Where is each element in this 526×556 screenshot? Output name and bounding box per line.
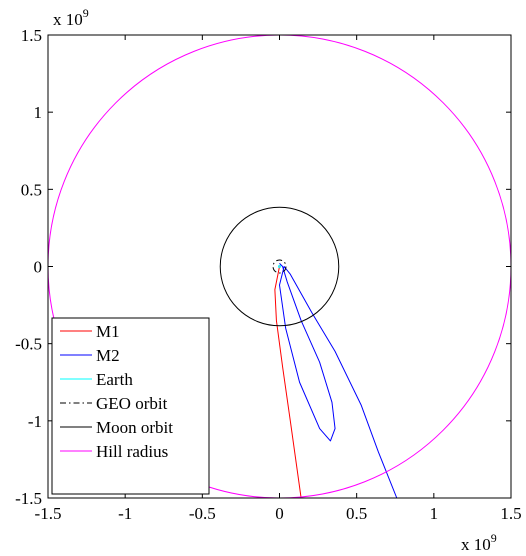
- data-layer: [48, 35, 511, 498]
- y-tick-label: 1: [34, 103, 43, 122]
- x-tick-label: 1.5: [500, 504, 521, 523]
- legend-label-moon-orbit: Moon orbit: [96, 418, 173, 437]
- x-tick-label: -0.5: [189, 504, 216, 523]
- x-multiplier-label: x 109: [461, 531, 497, 554]
- series-m2: [279, 263, 398, 498]
- legend-box: [51, 317, 210, 495]
- legend-label-earth: Earth: [96, 370, 133, 389]
- x-tick-label: 0.5: [346, 504, 367, 523]
- tick-layer: -1.5 -1 -0.5 0 0.5 1 1.5 -1.5 -1 -0.5 0 0.5 1 1.5: [15, 26, 522, 523]
- series-earth: [278, 265, 281, 268]
- x-multiplier-base: x 10: [461, 535, 491, 554]
- y-multiplier-label: x 109: [53, 6, 89, 29]
- legend-label-m1: M1: [96, 322, 120, 341]
- y-tick-label: 1.5: [21, 26, 42, 45]
- y-multiplier-base: x 10: [53, 10, 83, 29]
- series-geo-orbit: [272, 259, 287, 274]
- legend-label-m2: M2: [96, 346, 120, 365]
- y-tick-label: -1: [28, 412, 42, 431]
- x-tick-label: 0: [275, 504, 284, 523]
- series-m1: [274, 266, 302, 498]
- series-moon-orbit: [219, 206, 340, 327]
- legend-label-hill-radius: Hill radius: [96, 442, 168, 461]
- legend: M1 M2 Earth GEO orbit Moon orbit Hill radius: [51, 317, 210, 495]
- x-tick-label: 1: [430, 504, 439, 523]
- x-tick-label: -1: [118, 504, 132, 523]
- y-tick-label: -1.5: [15, 489, 42, 508]
- y-multiplier-exponent: 9: [83, 6, 89, 20]
- y-tick-label: 0: [34, 258, 43, 277]
- y-tick-label: -0.5: [15, 335, 42, 354]
- legend-label-geo-orbit: GEO orbit: [96, 394, 168, 413]
- x-tick-label: -1.5: [35, 504, 62, 523]
- x-multiplier-exponent: 9: [491, 531, 497, 545]
- y-tick-label: 0.5: [21, 180, 42, 199]
